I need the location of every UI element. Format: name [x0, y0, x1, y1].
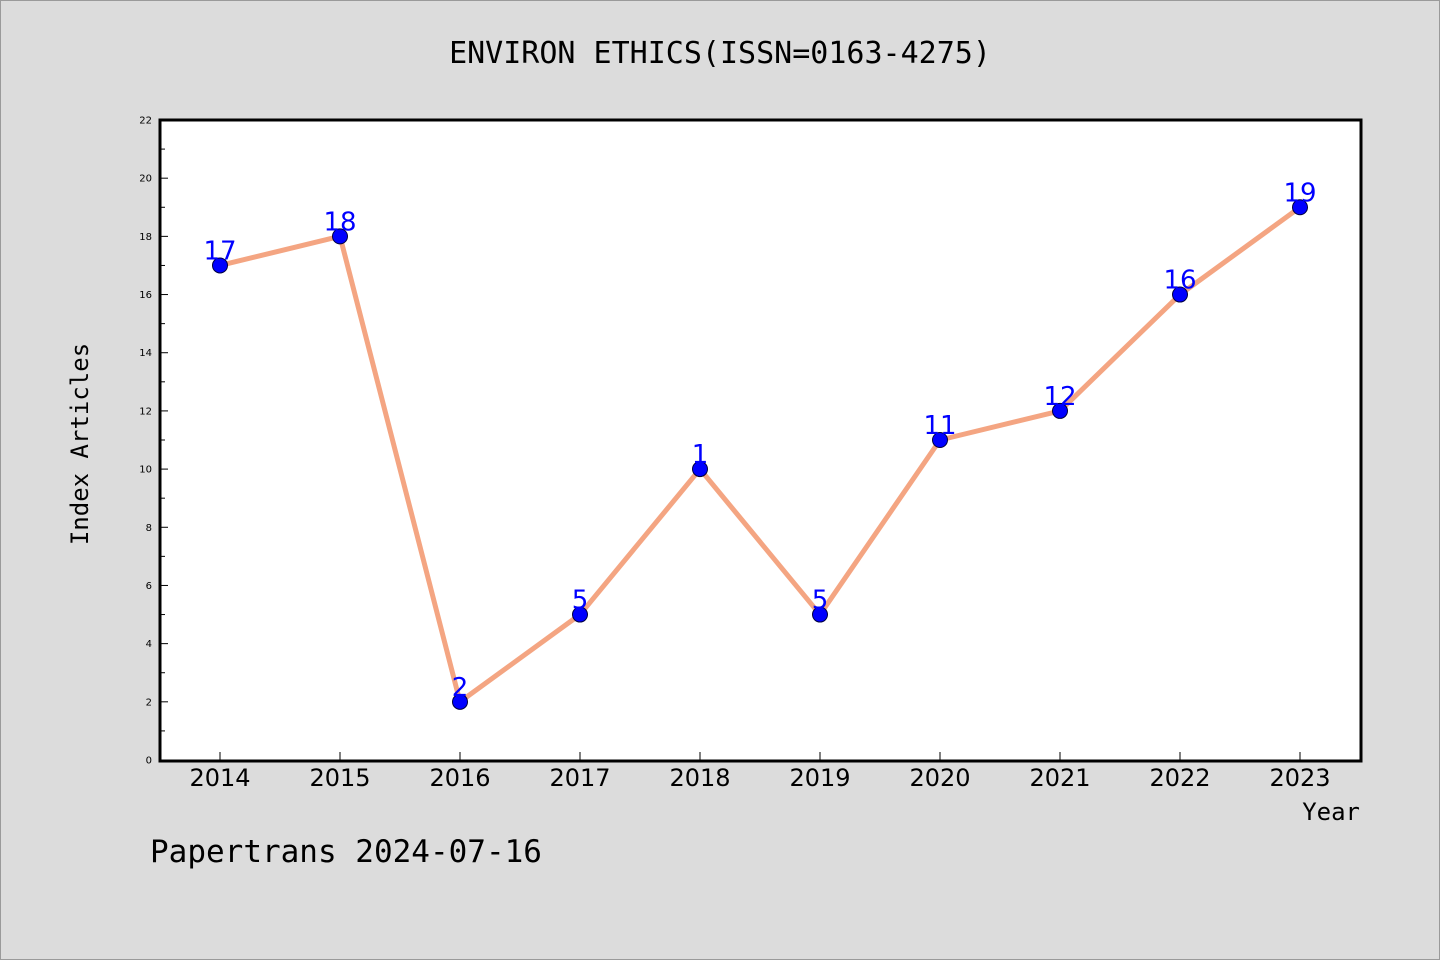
data-label: 12: [1043, 382, 1076, 412]
y-tick-label: 2: [146, 697, 152, 708]
y-tick-label: 4: [146, 639, 152, 650]
data-point: [452, 693, 468, 710]
x-tick-label: 2021: [1029, 764, 1090, 792]
y-tick-label: 10: [139, 465, 152, 476]
x-axis-label: Year: [1302, 798, 1360, 826]
y-tick-label: 6: [146, 581, 152, 592]
y-tick-label: 0: [146, 756, 152, 767]
x-tick-label: 2018: [669, 764, 730, 792]
y-tick-label: 14: [139, 348, 152, 359]
y-tick-label: 8: [146, 523, 152, 534]
series-markers: [212, 199, 1308, 710]
data-point: [692, 461, 708, 478]
data-point: [1052, 402, 1068, 419]
data-label: 17: [203, 236, 236, 266]
x-tick-label: 2016: [429, 764, 490, 792]
x-tick-label: 2017: [549, 764, 610, 792]
x-tick-label: 2020: [909, 764, 970, 792]
data-label: 2: [452, 673, 469, 703]
y-tick-label: 20: [139, 174, 152, 185]
data-label: 18: [323, 207, 356, 237]
data-labels: 17 18 2 5 1 5 11 12 16 19: [203, 178, 1316, 703]
data-point: [1172, 286, 1188, 303]
data-label: 5: [812, 586, 829, 616]
y-tick-label: 16: [139, 290, 152, 301]
plot-area: [158, 118, 1363, 763]
data-label: 19: [1283, 178, 1316, 208]
chart-title: ENVIRON ETHICS(ISSN=0163-4275): [449, 36, 991, 71]
series-polyline: [219, 205, 1302, 705]
data-point: [812, 606, 828, 623]
series-line: [219, 205, 1302, 705]
data-label: 5: [572, 586, 589, 616]
data-point: [572, 606, 588, 623]
x-tick-label: 2014: [189, 764, 250, 792]
data-point: [212, 257, 228, 274]
y-tick-label: 18: [139, 232, 152, 243]
y-tick-label: 12: [139, 406, 152, 417]
x-tick-label: 2015: [309, 764, 370, 792]
x-tick-label: 2019: [789, 764, 850, 792]
y-axis-label: Index Articles: [66, 343, 94, 545]
data-label: 1: [692, 440, 709, 470]
data-point: [932, 432, 948, 448]
y-axis: 0 2 4 6 8 10 12 14 16 18 20 22: [139, 116, 168, 767]
data-label: 11: [923, 411, 956, 441]
footer-note: Papertrans 2024-07-16: [150, 834, 542, 870]
x-tick-label: 2022: [1149, 764, 1210, 792]
y-tick-label: 22: [139, 116, 152, 127]
data-point: [332, 228, 348, 245]
data-label: 16: [1163, 266, 1196, 296]
data-point: [1292, 199, 1308, 216]
x-tick-label: 2023: [1269, 764, 1330, 792]
x-axis: 2014 2015 2016 2017 2018 2019 2020 2021 2022 2023: [189, 752, 1331, 792]
